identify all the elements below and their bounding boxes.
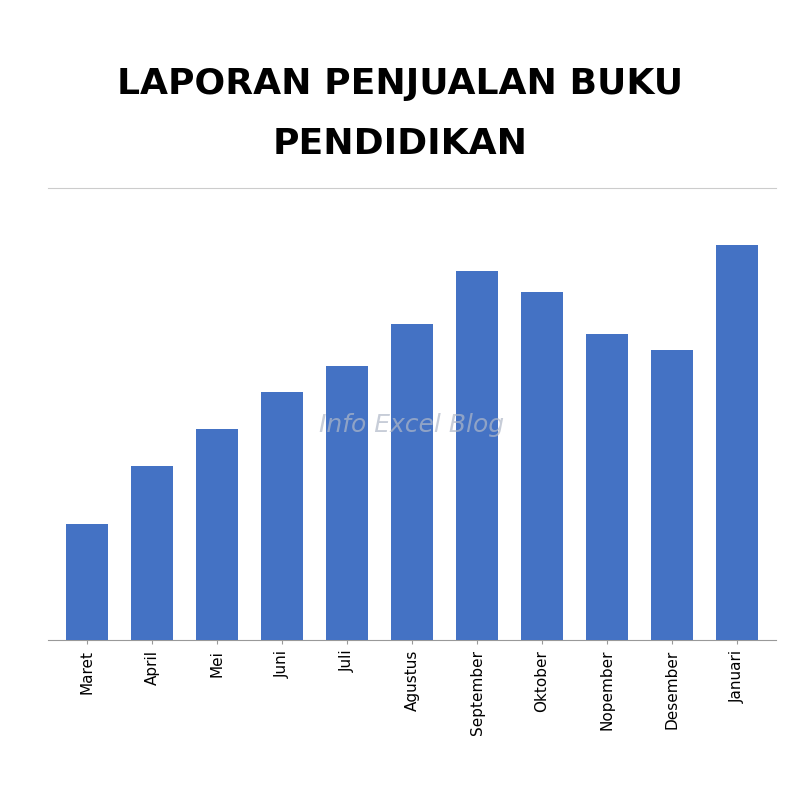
Bar [326, 366, 368, 640]
Bar [391, 324, 433, 640]
Bar [196, 429, 238, 640]
Bar [456, 271, 498, 640]
Bar [131, 466, 173, 640]
Bar [651, 350, 693, 640]
Text: PENDIDIKAN: PENDIDIKAN [273, 127, 527, 161]
Bar [261, 392, 303, 640]
Bar [521, 292, 563, 640]
Bar [586, 334, 628, 640]
Bar [716, 245, 758, 640]
Text: LAPORAN PENJUALAN BUKU: LAPORAN PENJUALAN BUKU [117, 67, 683, 101]
Bar [66, 524, 108, 640]
Text: Info Excel Blog: Info Excel Blog [319, 413, 505, 437]
